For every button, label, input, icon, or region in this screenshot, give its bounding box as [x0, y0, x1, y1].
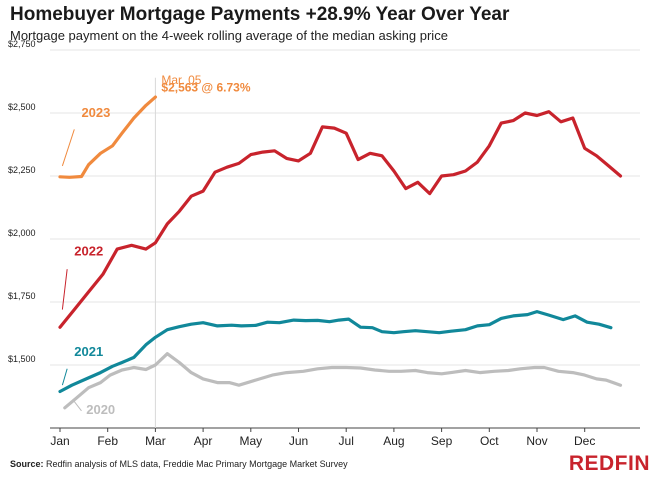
series-leader-2023: [61, 129, 75, 167]
y-tick-label: $1,500: [8, 354, 36, 364]
y-tick-label: $2,250: [8, 165, 36, 175]
annotation-date: Mar. 05: [161, 73, 201, 87]
series-label-2020: 2020: [86, 402, 115, 417]
chart-title: Homebuyer Mortgage Payments +28.9% Year …: [10, 4, 510, 25]
series-line-2020: [63, 352, 623, 410]
x-tick-label: Sep: [431, 434, 453, 448]
y-tick-label: $2,500: [8, 102, 36, 112]
source-label: Source:: [10, 459, 44, 469]
series-line-2022: [58, 110, 623, 329]
source-text: Redfin analysis of MLS data, Freddie Mac…: [43, 459, 348, 469]
x-tick-label: May: [239, 434, 262, 448]
source-note: Source: Redfin analysis of MLS data, Fre…: [10, 459, 348, 469]
series-label-2022: 2022: [74, 243, 103, 258]
x-tick-label: Jun: [289, 434, 308, 448]
x-tick-label: Feb: [97, 434, 118, 448]
y-tick-label: $1,750: [8, 291, 36, 301]
series-line-2023: [58, 95, 157, 179]
series-leader-2022: [61, 269, 68, 310]
x-tick-label: Oct: [480, 434, 499, 448]
redfin-logo: REDFIN: [568, 452, 650, 475]
x-tick-label: Jan: [50, 434, 69, 448]
series-label-2023: 2023: [81, 105, 110, 120]
annotation-value: $2,563 @ 6.73%: [161, 81, 250, 95]
y-tick-label: $2,000: [8, 228, 36, 238]
chart-subtitle: Mortgage payment on the 4-week rolling a…: [10, 28, 448, 43]
y-tick-label: $2,750: [8, 39, 36, 49]
series-leader-2020: [73, 401, 82, 412]
x-tick-label: Aug: [383, 434, 404, 448]
x-tick-label: Dec: [574, 434, 595, 448]
x-tick-label: Mar: [145, 434, 166, 448]
x-tick-label: Nov: [526, 434, 547, 448]
x-tick-label: Jul: [339, 434, 354, 448]
x-tick-label: Apr: [194, 434, 213, 448]
series-label-2021: 2021: [74, 344, 103, 359]
series-line-2021: [58, 310, 613, 394]
series-leader-2021: [61, 368, 68, 386]
